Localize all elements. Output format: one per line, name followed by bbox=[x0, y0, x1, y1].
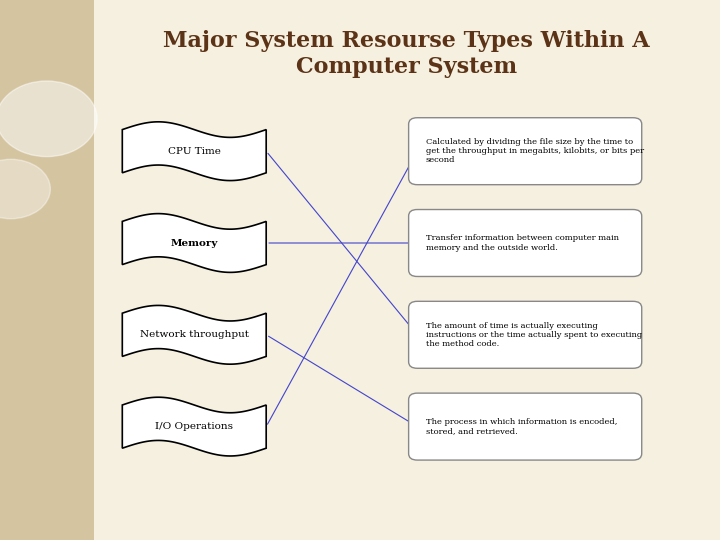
Text: The amount of time is actually executing
instructions or the time actually spent: The amount of time is actually executing… bbox=[426, 322, 642, 348]
Text: CPU Time: CPU Time bbox=[168, 147, 221, 156]
Circle shape bbox=[0, 159, 50, 219]
Text: Major System Resourse Types Within A
Computer System: Major System Resourse Types Within A Com… bbox=[163, 30, 649, 78]
Polygon shape bbox=[0, 0, 94, 540]
Polygon shape bbox=[122, 122, 266, 180]
FancyBboxPatch shape bbox=[409, 393, 642, 460]
Text: I/O Operations: I/O Operations bbox=[156, 422, 233, 431]
Polygon shape bbox=[122, 306, 266, 364]
Polygon shape bbox=[122, 214, 266, 272]
Text: The process in which information is encoded,
stored, and retrieved.: The process in which information is enco… bbox=[426, 418, 617, 435]
Polygon shape bbox=[122, 397, 266, 456]
FancyBboxPatch shape bbox=[409, 301, 642, 368]
FancyBboxPatch shape bbox=[409, 118, 642, 185]
Text: Memory: Memory bbox=[171, 239, 218, 247]
FancyBboxPatch shape bbox=[409, 210, 642, 276]
Text: Calculated by dividing the file size by the time to
get the throughput in megabi: Calculated by dividing the file size by … bbox=[426, 138, 644, 164]
Text: Transfer information between computer main
memory and the outside world.: Transfer information between computer ma… bbox=[426, 234, 619, 252]
Text: Network throughput: Network throughput bbox=[140, 330, 248, 339]
Circle shape bbox=[0, 81, 97, 157]
